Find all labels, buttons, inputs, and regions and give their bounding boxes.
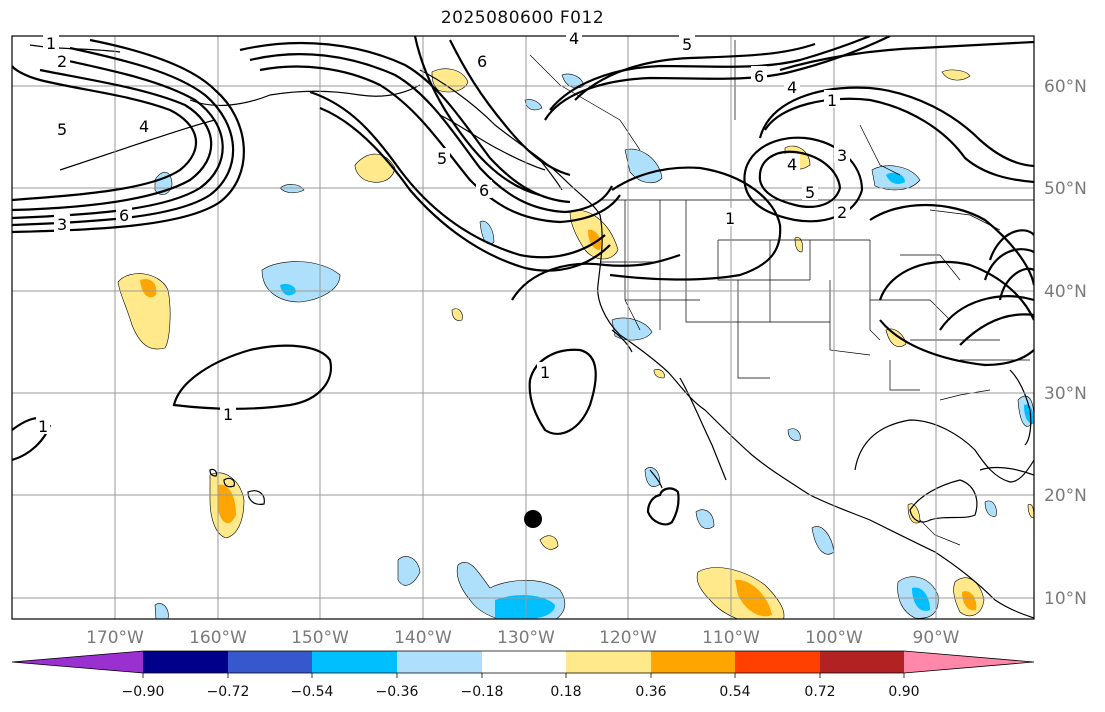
colorbar-tick-label: −0.90: [122, 684, 165, 700]
contour-label: 1: [540, 363, 550, 382]
contour-label: 1: [725, 209, 735, 228]
lon-label: 150°W: [291, 628, 349, 648]
colorbar-tick-label: −0.18: [461, 684, 504, 700]
contour-label: 1: [827, 91, 837, 110]
lat-label: 30°N: [1044, 384, 1087, 404]
colorbar-tick-label: 0.18: [550, 684, 581, 700]
lon-label: 160°W: [189, 628, 247, 648]
colorbar-segment: [482, 651, 566, 673]
contour-label: 5: [682, 35, 692, 54]
colorbar-segment: [651, 651, 735, 673]
coastlines: [29, 44, 1034, 619]
lat-label: 40°N: [1044, 282, 1087, 302]
lon-label: 100°W: [805, 628, 863, 648]
colorbar-segment: [566, 651, 651, 673]
colorbar-segment: [735, 651, 820, 673]
colorbar-segment: [397, 651, 482, 673]
contour-label: 4: [569, 29, 579, 48]
colorbar-segment: [228, 651, 312, 673]
lat-label: 10°N: [1044, 589, 1087, 609]
contour-label: 2: [57, 52, 67, 71]
contour-label: 6: [754, 67, 764, 86]
colorbar-tick-label: 0.72: [804, 684, 835, 700]
colorbar-right-extension: [904, 651, 1034, 673]
contour-label: 5: [805, 183, 815, 202]
contour-label: 6: [477, 52, 487, 71]
colorbar: −0.90 −0.72 −0.54 −0.36 −0.18 0.18 0.36 …: [11, 650, 1035, 700]
lat-label: 60°N: [1044, 77, 1087, 97]
lon-label: 130°W: [497, 628, 555, 648]
contour-label: 1: [46, 34, 56, 53]
contour-label: 3: [837, 146, 847, 165]
contour-label: 6: [119, 206, 129, 225]
lat-label: 20°N: [1044, 486, 1087, 506]
contour-label: 3: [57, 215, 67, 234]
contour-lines: [12, 36, 1034, 526]
longitude-labels: 170°W 160°W 150°W 140°W 130°W 120°W 110°…: [86, 628, 960, 648]
colorbar-segment: [143, 651, 228, 673]
colorbar-tick-label: 0.36: [635, 684, 666, 700]
colorbar-left-extension: [12, 651, 143, 673]
lat-label: 50°N: [1044, 179, 1087, 199]
colorbar-tick-label: −0.36: [376, 684, 419, 700]
lon-label: 90°W: [913, 628, 960, 648]
contour-label: 4: [139, 117, 149, 136]
contour-label: 5: [57, 120, 67, 139]
lon-label: 140°W: [394, 628, 452, 648]
latitude-labels: 60°N 50°N 40°N 30°N 20°N 10°N: [1044, 77, 1087, 609]
colorbar-segment: [820, 651, 904, 673]
lon-label: 170°W: [86, 628, 144, 648]
contour-label: 4: [787, 78, 797, 97]
lon-label: 110°W: [702, 628, 760, 648]
contour-label: 1: [223, 405, 233, 424]
contour-labels: 1 2 5 4 3 6 6 5 6 4 1 1 1 1 4 5 2 6 5 4 …: [36, 28, 850, 436]
colorbar-tick-label: −0.54: [291, 684, 334, 700]
contour-label: 4: [787, 155, 797, 174]
contour-label: 2: [837, 203, 847, 222]
contour-label: 5: [437, 149, 447, 168]
gridlines: [12, 36, 1034, 619]
contour-label: 1: [38, 417, 48, 436]
map-background: [12, 36, 1034, 619]
colorbar-tick-label: −0.72: [207, 684, 250, 700]
map-frame: [11, 35, 1035, 620]
contour-label: 6: [479, 181, 489, 200]
colorbar-tick-label: 0.54: [719, 684, 750, 700]
colorbar-tick-label: 0.90: [888, 684, 919, 700]
black-dot-marker: [524, 510, 542, 528]
lon-label: 120°W: [599, 628, 657, 648]
colorbar-segment: [312, 651, 397, 673]
map-title: 2025080600 F012: [440, 8, 605, 28]
